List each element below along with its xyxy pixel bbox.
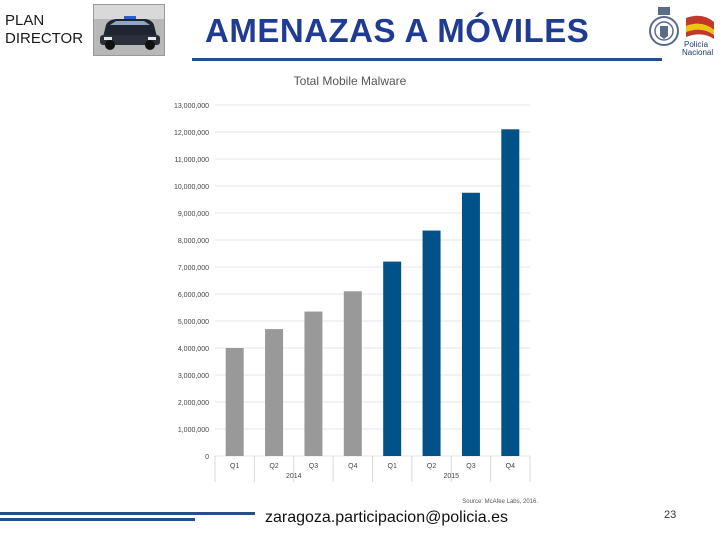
y-tick-label: 6,000,000 [178, 292, 209, 299]
page-number: 23 [664, 509, 677, 521]
page-title: AMENAZAS A MÓVILES [205, 12, 590, 49]
x-tick-label: Q1 [230, 463, 239, 470]
y-tick-label: 1,000,000 [178, 427, 209, 434]
policia-nacional-logo: Policía Nacional [646, 4, 718, 57]
y-tick-label: 8,000,000 [178, 238, 209, 245]
chart-title: Total Mobile Malware [294, 74, 407, 88]
chart-bar [265, 329, 284, 456]
x-tick-label: Q4 [506, 463, 515, 470]
chart-bar [501, 129, 520, 457]
chart-year-group-labels: 2014 2015 [286, 473, 459, 480]
y-tick-label: 11,000,000 [174, 157, 209, 164]
x-tick-label: Q3 [309, 463, 318, 470]
x-tick-label: Q1 [388, 463, 397, 470]
y-tick-label: 2,000,000 [178, 400, 209, 407]
plan-line-1: PLAN [5, 12, 45, 29]
chart-bars [225, 129, 520, 457]
y-tick-label: 3,000,000 [178, 373, 209, 380]
contact-email: zaragoza.participacion@policia.es [265, 509, 509, 526]
chart-x-tick-labels: Q1 Q2 Q3 Q4 Q1 Q2 Q3 Q4 [214, 456, 531, 482]
logo-text-policia: Policía [684, 40, 709, 49]
year-group-label: 2015 [443, 473, 459, 480]
x-tick-label: Q2 [427, 463, 436, 470]
chart-gridlines [215, 104, 530, 457]
y-tick-label: 5,000,000 [178, 319, 209, 326]
police-car-icon [94, 5, 164, 55]
plan-director-label: PLAN DIRECTOR [5, 12, 83, 48]
chart-bar [225, 348, 244, 456]
chart-source-note: Source: McAfee Labs, 2016. [462, 499, 538, 505]
y-tick-label: 9,000,000 [178, 211, 209, 218]
chart-bar [461, 192, 480, 456]
chart-bar [304, 311, 323, 456]
logo-text-nacional: Nacional [682, 48, 713, 56]
y-tick-label: 13,000,000 [174, 103, 209, 110]
x-tick-label: Q4 [348, 463, 357, 470]
chart-bar [383, 261, 402, 456]
x-tick-label: Q2 [269, 463, 278, 470]
y-tick-label: 10,000,000 [174, 184, 209, 191]
x-tick-label: Q3 [466, 463, 475, 470]
chart-y-tick-labels: 0 1,000,000 2,000,000 3,000,000 4,000,000 5,0… [174, 103, 209, 461]
chart-bar [422, 230, 441, 456]
police-shield-icon: Policía Nacional [649, 7, 714, 57]
chart-bar [343, 291, 362, 456]
y-tick-label: 12,000,000 [174, 130, 209, 137]
year-group-label: 2014 [286, 473, 302, 480]
mobile-malware-chart: Total Mobile Malware 0 1,000,000 2,000,000… [174, 74, 538, 505]
y-tick-label: 0 [205, 454, 209, 461]
footer-decorative-lines [0, 512, 255, 521]
header-divider [192, 58, 662, 61]
y-tick-label: 7,000,000 [178, 265, 209, 272]
y-tick-label: 4,000,000 [178, 346, 209, 353]
police-car-image [93, 4, 165, 56]
plan-line-2: DIRECTOR [5, 30, 84, 47]
